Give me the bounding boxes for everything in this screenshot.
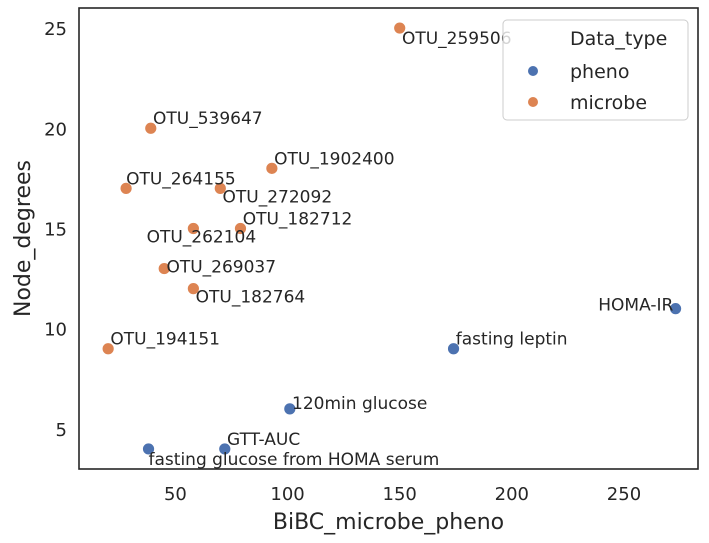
data-point-microbe <box>186 282 200 296</box>
point-label: OTU_539647 <box>153 109 263 129</box>
legend: Data_type pheno microbe <box>502 19 689 121</box>
point-label: OTU_262104 <box>147 227 257 247</box>
data-point-microbe <box>101 342 115 356</box>
point-label: 120min glucose <box>292 394 427 414</box>
point-label: OTU_272092 <box>223 187 333 207</box>
point-label: OTU_259506 <box>402 29 512 49</box>
x-tick-label: 200 <box>495 484 529 505</box>
legend-entries: pheno microbe <box>528 61 647 114</box>
legend-marker-pheno <box>528 66 538 76</box>
x-axis-title: BiBC_microbe_pheno <box>273 510 504 535</box>
points-layer <box>101 21 682 456</box>
data-point-microbe <box>213 181 227 195</box>
legend-box <box>502 19 689 121</box>
data-point-microbe <box>186 222 200 235</box>
point-label: HOMA-IR <box>598 296 673 316</box>
point-label: OTU_264155 <box>126 169 236 189</box>
point-label: fasting glucose from HOMA serum <box>149 450 440 470</box>
y-tick-label: 25 <box>44 19 67 40</box>
data-point-microbe <box>393 21 407 35</box>
y-tick-label: 15 <box>44 219 67 240</box>
point-label: OTU_182712 <box>243 209 353 229</box>
data-point-microbe <box>157 262 171 275</box>
x-tick-label: 100 <box>270 484 304 505</box>
plot-frame <box>78 7 699 470</box>
y-axis-ticks: 5 10 15 20 25 <box>44 19 67 441</box>
point-label: GTT-AUC <box>227 430 300 450</box>
x-tick-label: 150 <box>383 484 417 505</box>
data-point-microbe <box>119 181 133 195</box>
data-point-pheno <box>142 442 155 456</box>
legend-label: pheno <box>570 61 629 83</box>
data-point-microbe <box>265 161 279 175</box>
y-tick-label: 5 <box>56 420 67 441</box>
data-point-microbe <box>144 121 158 135</box>
legend-marker-microbe <box>528 97 538 107</box>
data-point-pheno <box>669 302 682 316</box>
x-axis-ticks: 50 100 150 200 250 <box>164 484 641 505</box>
data-point-microbe <box>234 222 247 235</box>
data-point-pheno <box>447 342 460 356</box>
x-tick-label: 50 <box>164 484 187 505</box>
y-axis-title: Node_degrees <box>11 160 36 317</box>
legend-label: microbe <box>570 92 647 114</box>
y-tick-label: 20 <box>44 119 67 140</box>
data-point-pheno <box>283 402 297 416</box>
point-labels-layer: OTU_259506 OTU_539647 OTU_1902400 OTU_26415… <box>110 29 673 470</box>
point-label: OTU_194151 <box>110 330 220 350</box>
point-label: OTU_1902400 <box>274 149 394 169</box>
legend-title: Data_type <box>570 28 667 50</box>
point-label: fasting leptin <box>456 330 568 350</box>
point-label: OTU_269037 <box>166 258 276 278</box>
data-point-pheno <box>218 442 232 456</box>
y-tick-label: 10 <box>44 320 67 341</box>
x-tick-label: 250 <box>607 484 641 505</box>
point-label: OTU_182764 <box>196 288 306 308</box>
